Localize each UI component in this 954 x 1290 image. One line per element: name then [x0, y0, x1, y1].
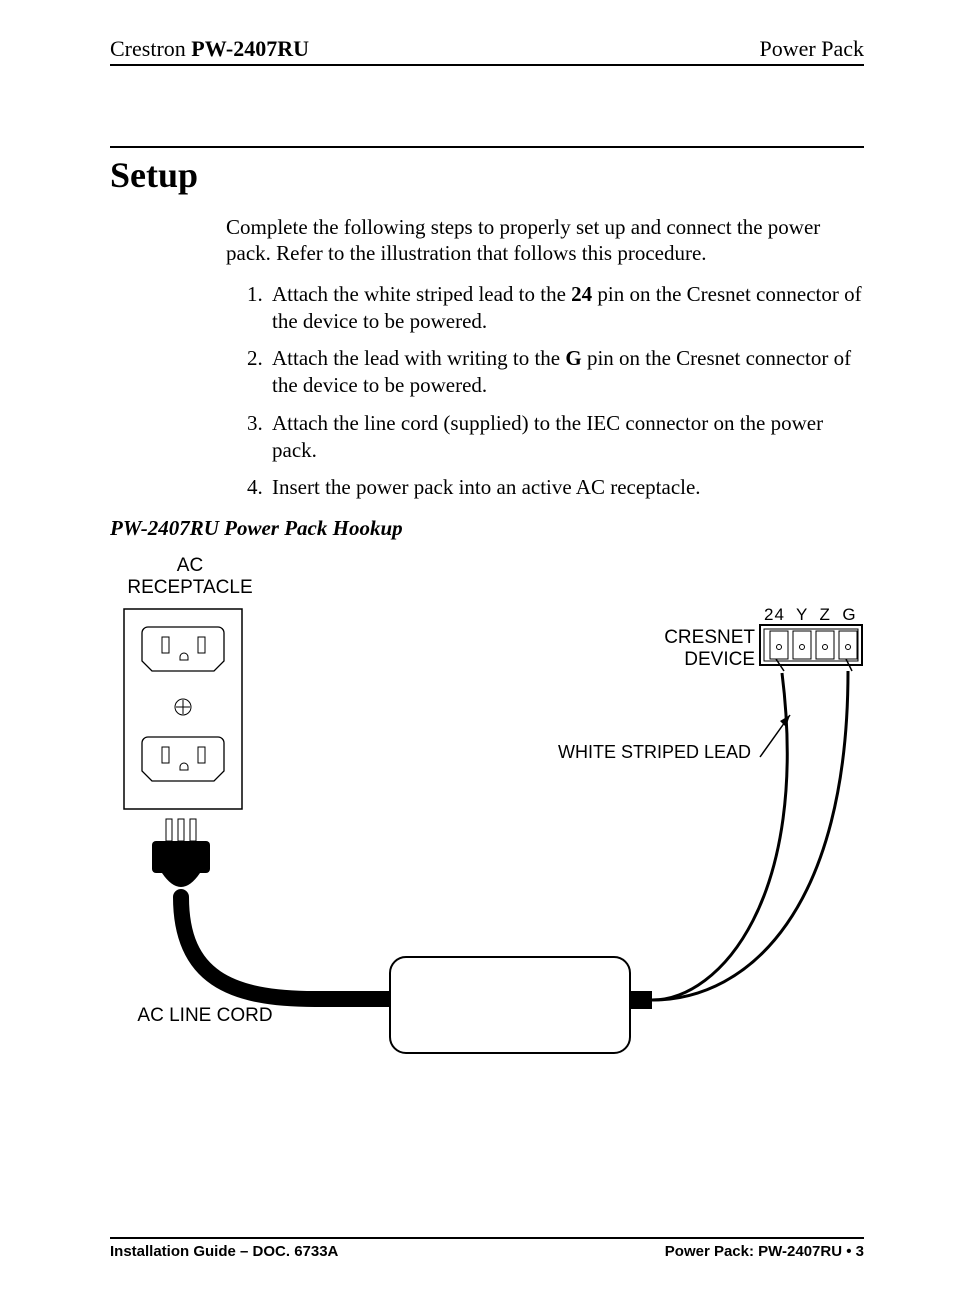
power-pack-output — [630, 991, 652, 1009]
step-1-b: 24 — [571, 282, 592, 306]
step-2-a: Attach the lead with writing to the — [272, 346, 565, 370]
ac-line-cord — [181, 897, 390, 999]
step-4: Insert the power pack into an active AC … — [268, 474, 864, 501]
step-1-a: Attach the white striped lead to the — [272, 282, 571, 306]
step-2-b: G — [565, 346, 581, 370]
footer-left: Installation Guide – DOC. 6733A — [110, 1243, 338, 1260]
header-right: Power Pack — [760, 36, 864, 62]
model: PW-2407RU — [191, 36, 309, 61]
page-footer: Installation Guide – DOC. 6733A Power Pa… — [110, 1237, 864, 1260]
footer-right-b: 3 — [851, 1243, 864, 1260]
setup-steps: Attach the white striped lead to the 24 … — [226, 281, 864, 502]
intro-text: Complete the following steps to properly… — [226, 214, 864, 267]
diagram-svg — [110, 547, 870, 1107]
outlet-top — [142, 627, 224, 671]
step-1: Attach the white striped lead to the 24 … — [268, 281, 864, 336]
lead-24 — [652, 673, 787, 1000]
cresnet-connector — [760, 625, 862, 671]
header-left: Crestron PW-2407RU — [110, 36, 309, 62]
outlet-bottom — [142, 737, 224, 781]
brand: Crestron — [110, 36, 191, 61]
footer-right-a: Power Pack: PW-2407RU — [665, 1243, 846, 1260]
step-3: Attach the line cord (supplied) to the I… — [268, 410, 864, 465]
step-2: Attach the lead with writing to the G pi… — [268, 345, 864, 400]
section-rule — [110, 146, 864, 148]
power-pack-box — [390, 957, 630, 1053]
ac-plug — [152, 819, 210, 887]
figure-caption: PW-2407RU Power Pack Hookup — [110, 516, 864, 541]
lead-g — [652, 671, 848, 1000]
hookup-diagram: AC RECEPTACLE CRESNET DEVICE 24 Y Z G WH… — [110, 547, 870, 1107]
page-header: Crestron PW-2407RU Power Pack — [110, 36, 864, 66]
footer-right: Power Pack: PW-2407RU • 3 — [665, 1243, 864, 1260]
section-title: Setup — [110, 154, 864, 196]
